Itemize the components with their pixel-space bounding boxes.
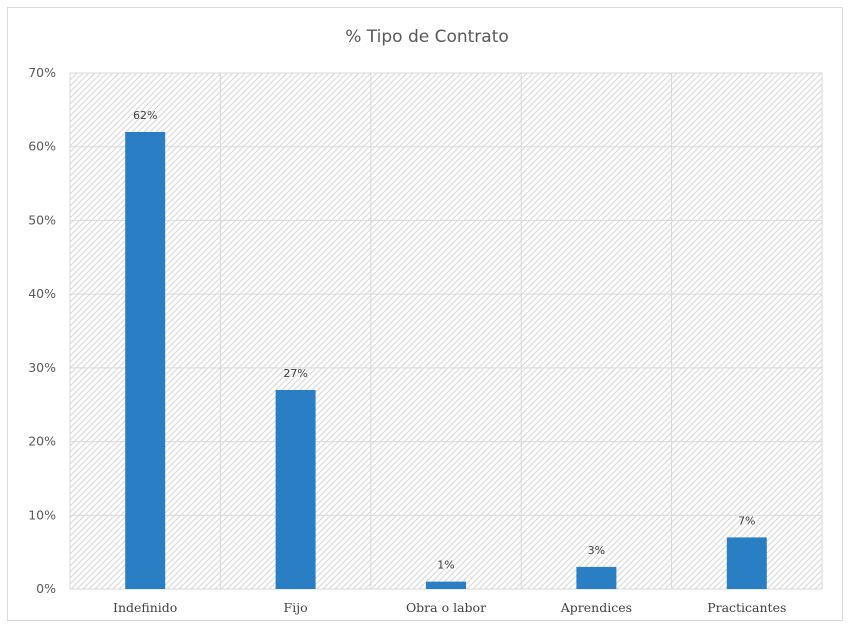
x-tick-label: Practicantes xyxy=(707,600,786,615)
x-tick-label: Obra o labor xyxy=(406,600,486,615)
x-tick-label: Fijo xyxy=(284,600,308,615)
bar xyxy=(576,566,617,589)
data-label: 62% xyxy=(133,109,157,122)
plot-area xyxy=(70,73,822,589)
chart-title: % Tipo de Contrato xyxy=(345,27,509,47)
y-tick-label: 20% xyxy=(28,434,56,449)
data-label: 3% xyxy=(588,544,605,557)
bars-layer xyxy=(125,131,767,589)
data-label: 1% xyxy=(437,559,454,572)
x-tick-label: Indefinido xyxy=(113,600,177,615)
x-tick-label: Aprendices xyxy=(560,600,632,615)
labels-layer: 0% 10% 20% 30% 40% 50% 60% 70% 62% Indefinido 27% F… xyxy=(28,65,786,615)
grid-layer xyxy=(69,72,823,590)
y-tick-label: 30% xyxy=(28,360,56,375)
y-tick-label: 60% xyxy=(28,139,56,154)
bar xyxy=(426,581,466,589)
y-tick-label: 10% xyxy=(28,507,56,522)
data-label: 27% xyxy=(283,367,307,380)
data-label: 7% xyxy=(738,514,755,527)
bar xyxy=(125,131,166,589)
bar xyxy=(726,537,767,589)
y-tick-label: 0% xyxy=(36,581,56,596)
y-tick-label: 40% xyxy=(28,286,56,301)
y-tick-label: 50% xyxy=(28,212,56,227)
bar xyxy=(275,389,316,589)
y-tick-label: 70% xyxy=(28,65,56,80)
